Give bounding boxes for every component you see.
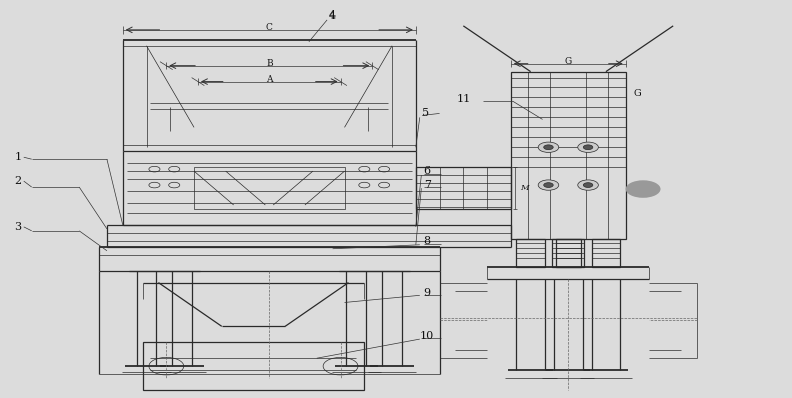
Text: 10: 10 [420,331,434,341]
Circle shape [543,183,553,187]
Text: 11: 11 [456,94,470,105]
Text: 6: 6 [424,166,431,176]
Bar [516,239,545,267]
Circle shape [538,142,559,152]
Text: 4: 4 [329,10,336,20]
Text: 3: 3 [14,222,21,232]
Circle shape [583,183,592,187]
Bar [592,239,620,267]
Text: G: G [565,57,572,66]
Text: 2: 2 [14,176,21,186]
Bar [552,239,581,267]
Text: B: B [266,59,272,68]
Text: 1: 1 [14,152,21,162]
Text: 8: 8 [424,236,431,246]
Text: 9: 9 [424,287,431,298]
Text: C: C [266,23,272,32]
Circle shape [626,180,661,198]
Text: M: M [520,184,529,192]
Text: 5: 5 [422,108,429,119]
Circle shape [583,145,592,150]
Bar [416,167,511,209]
Bar [556,239,584,267]
Text: A: A [266,74,272,84]
Bar [511,72,626,239]
Text: G: G [634,89,642,98]
Bar [194,167,345,209]
Circle shape [543,145,553,150]
Circle shape [577,142,599,152]
Text: 7: 7 [424,180,431,190]
Circle shape [577,180,599,190]
Text: 4: 4 [329,11,336,21]
Bar [143,342,364,390]
Circle shape [538,180,559,190]
